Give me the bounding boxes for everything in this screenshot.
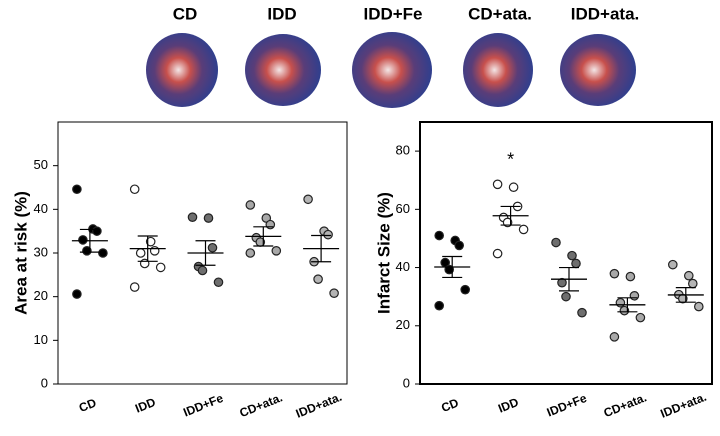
heart-photo xyxy=(560,34,636,106)
data-point xyxy=(82,246,92,256)
x-tick-label: IDD+ata. xyxy=(658,390,708,421)
error-bar xyxy=(559,266,579,292)
x-tick-label: CD xyxy=(77,395,99,415)
data-point xyxy=(508,182,519,193)
data-point xyxy=(265,219,276,230)
error-bar xyxy=(195,240,216,266)
y-tick-label: 60 xyxy=(396,201,410,216)
data-point xyxy=(213,277,224,288)
data-point xyxy=(323,229,333,240)
y-axis-label: Infarct Size (%) xyxy=(374,192,393,314)
data-point xyxy=(129,282,140,292)
data-point xyxy=(197,265,208,276)
data-point xyxy=(557,277,567,288)
y-axis-label: Area at risk (%) xyxy=(11,191,30,315)
heart-photo xyxy=(245,34,321,106)
y-tick-label: 10 xyxy=(34,332,48,347)
data-point xyxy=(98,248,108,258)
x-tick-label: IDD+Fe xyxy=(181,391,225,420)
data-point xyxy=(155,262,166,273)
error-bar xyxy=(442,255,463,279)
data-point xyxy=(303,194,313,205)
data-point xyxy=(434,300,444,311)
data-point xyxy=(454,240,464,251)
data-point xyxy=(245,200,256,210)
photo-label: CD+ata. xyxy=(468,4,532,23)
annotation: * xyxy=(507,150,514,170)
data-point xyxy=(635,312,646,323)
plot-frame xyxy=(419,121,713,385)
data-point xyxy=(78,235,88,245)
error-bar xyxy=(311,234,332,263)
data-point xyxy=(135,248,146,258)
y-tick-label: 50 xyxy=(34,157,48,172)
data-point xyxy=(561,291,571,302)
data-point xyxy=(609,268,620,279)
x-tick-label: CD+ata. xyxy=(237,390,284,420)
data-point xyxy=(313,274,323,284)
data-point xyxy=(625,271,636,282)
photos xyxy=(146,32,636,108)
photo-label: IDD+ata. xyxy=(571,4,640,23)
data-point xyxy=(203,213,214,223)
data-point xyxy=(72,289,82,299)
error-bar xyxy=(675,287,696,303)
x-tick-label: IDD xyxy=(133,395,158,416)
data-point xyxy=(460,284,470,295)
data-point xyxy=(667,259,678,270)
heart-photo xyxy=(146,33,218,107)
data-point xyxy=(245,248,256,258)
data-point xyxy=(129,184,140,195)
heart-photo xyxy=(352,32,432,108)
error-bar xyxy=(500,205,521,226)
data-point xyxy=(615,297,626,308)
data-point xyxy=(271,246,282,256)
data-point xyxy=(492,179,503,190)
data-point xyxy=(329,288,339,298)
data-point xyxy=(434,230,444,241)
y-tick-label: 20 xyxy=(396,317,410,332)
y-tick-label: 0 xyxy=(403,375,410,390)
data-point xyxy=(149,246,160,256)
x-tick-label: CD xyxy=(439,395,461,415)
y-tick-label: 40 xyxy=(34,201,48,216)
data-point xyxy=(518,224,529,235)
data-point xyxy=(609,332,620,342)
error-bar xyxy=(253,226,274,247)
y-tick-label: 20 xyxy=(34,288,48,303)
data-point xyxy=(619,305,630,316)
y-tick-label: 0 xyxy=(41,375,48,390)
data-point xyxy=(629,290,640,301)
x-tick-label: IDD+Fe xyxy=(545,391,589,420)
y-tick-label: 80 xyxy=(396,143,410,158)
data-point xyxy=(207,242,218,253)
data-point xyxy=(571,258,581,269)
x-tick-label: IDD+ata. xyxy=(294,390,344,421)
data-point xyxy=(551,237,561,248)
photo-label: IDD xyxy=(267,4,296,23)
photo-label: IDD+Fe xyxy=(363,4,422,23)
y-tick-label: 30 xyxy=(34,244,48,259)
error-bar xyxy=(137,235,158,262)
data-point xyxy=(577,307,587,318)
data-point xyxy=(187,212,198,222)
data-point xyxy=(145,236,156,247)
data-point xyxy=(92,226,102,236)
x-tick-label: CD+ata. xyxy=(602,390,649,420)
y-tick-label: 40 xyxy=(396,259,410,274)
data-point xyxy=(567,250,577,261)
data-point xyxy=(492,248,503,259)
data-point xyxy=(72,184,82,195)
error-bar xyxy=(617,297,638,313)
photo-label: CD xyxy=(173,4,198,23)
heart-photo xyxy=(463,33,533,107)
data-point xyxy=(693,301,704,312)
data-point xyxy=(683,270,694,281)
data-point xyxy=(687,278,698,289)
x-tick-label: IDD xyxy=(496,395,521,416)
error-bar xyxy=(79,228,100,253)
